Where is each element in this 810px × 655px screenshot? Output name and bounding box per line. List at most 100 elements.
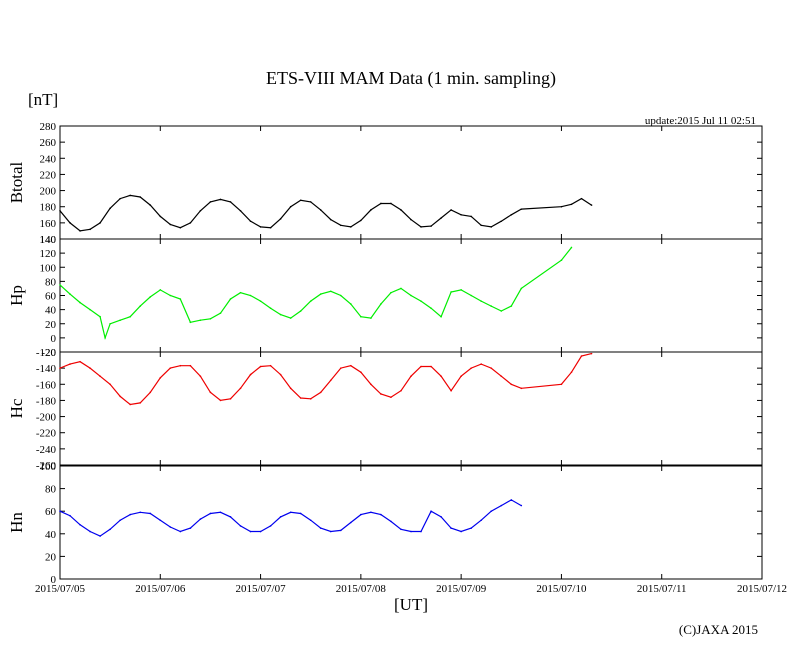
data-point: [510, 305, 513, 307]
data-point: [420, 530, 422, 533]
data-point: [219, 399, 222, 402]
y-tick-label: 240: [40, 153, 57, 165]
data-point: [239, 209, 242, 212]
data-point: [450, 209, 452, 211]
y-tick-label: 20: [45, 551, 57, 563]
data-point: [360, 219, 362, 222]
data-point: [179, 530, 182, 533]
y-tick-label: -140: [36, 363, 57, 375]
panels-group: 140160180200220240260280Btotal-200204060…: [7, 121, 787, 595]
data-point: [470, 294, 472, 297]
data-point: [340, 224, 342, 227]
data-point: [199, 518, 202, 520]
data-point: [430, 365, 432, 368]
data-point: [269, 364, 272, 367]
data-point: [59, 510, 61, 512]
panel-frame: [59, 125, 763, 240]
data-point: [209, 201, 212, 203]
data-point: [89, 308, 91, 311]
data-point: [350, 521, 352, 524]
data-point: [119, 395, 121, 398]
y-tick-label: -120: [36, 347, 57, 359]
panel-btotal: 140 160 180 200 220 240 260 280 Btotal: [7, 121, 763, 246]
data-point: [470, 367, 472, 369]
data-point: [289, 387, 292, 390]
y-tick-label: 220: [40, 169, 57, 181]
data-point: [380, 513, 382, 516]
chart-title: ETS-VIII MAM Data (1 min. sampling): [266, 68, 556, 89]
data-point: [129, 403, 131, 406]
data-point: [79, 230, 81, 232]
data-point: [199, 375, 202, 378]
y-tick-label: 160: [40, 218, 57, 230]
data-point: [590, 352, 593, 355]
data-point: [189, 222, 192, 224]
data-point: [239, 387, 242, 390]
data-point: [360, 371, 362, 373]
y-tick-label: -180: [36, 395, 57, 407]
data-point: [69, 514, 71, 517]
data-point: [370, 511, 372, 514]
data-point: [159, 377, 162, 379]
data-point: [380, 202, 382, 205]
data-point: [159, 215, 162, 218]
data-point: [229, 298, 232, 300]
data-point: [390, 520, 392, 523]
data-point: [69, 293, 71, 295]
data-point: [340, 294, 342, 297]
data-point: [169, 526, 172, 528]
copyright-text: (C)JAXA 2015: [679, 622, 758, 637]
data-point: [410, 294, 412, 297]
y-tick-label: 200: [40, 186, 57, 198]
data-point: [440, 516, 442, 518]
data-point: [104, 337, 106, 339]
data-point: [169, 294, 172, 297]
data-point: [370, 317, 372, 319]
data-point: [99, 535, 101, 537]
data-point: [89, 367, 91, 369]
data-point: [159, 519, 162, 522]
data-point: [450, 291, 452, 293]
data-point: [410, 375, 412, 378]
data-point: [259, 300, 262, 302]
data-point: [500, 375, 503, 378]
y-tick-label: 260: [40, 137, 57, 149]
data-point: [380, 393, 382, 395]
data-point: [169, 367, 172, 369]
data-point: [390, 396, 392, 399]
data-point: [329, 290, 332, 293]
data-point: [149, 296, 152, 298]
data-point: [59, 284, 61, 286]
data-point: [239, 291, 242, 294]
data-point: [490, 226, 493, 228]
unit-label: [nT]: [28, 90, 58, 109]
data-point: [520, 208, 523, 210]
data-point: [299, 310, 302, 312]
y-axis-label-hc: Hc: [7, 398, 26, 418]
data-point: [370, 383, 372, 386]
x-tick-label: 2015/07/10: [536, 583, 587, 595]
data-point: [450, 389, 452, 392]
data-point: [510, 383, 513, 386]
data-point: [440, 375, 442, 378]
data-point: [520, 504, 523, 507]
y-tick-label: -160: [36, 379, 57, 391]
data-point: [249, 530, 252, 533]
series-line-hp: [60, 247, 572, 341]
data-point: [350, 226, 352, 228]
data-point: [500, 220, 503, 223]
panel-hp: -20 0 20 40 60 80 100 120 140 Hp: [7, 234, 763, 359]
data-point: [460, 375, 462, 378]
data-point: [390, 291, 392, 294]
y-tick-label: 180: [40, 202, 57, 214]
data-point: [400, 389, 402, 392]
data-point: [279, 516, 282, 518]
data-point: [79, 360, 81, 363]
data-point: [480, 300, 483, 302]
data-point: [209, 391, 212, 394]
y-tick-label: 100: [40, 262, 57, 274]
data-point: [410, 218, 412, 221]
data-point: [89, 530, 91, 533]
series-line-hc: [60, 353, 592, 406]
data-point: [119, 319, 121, 322]
